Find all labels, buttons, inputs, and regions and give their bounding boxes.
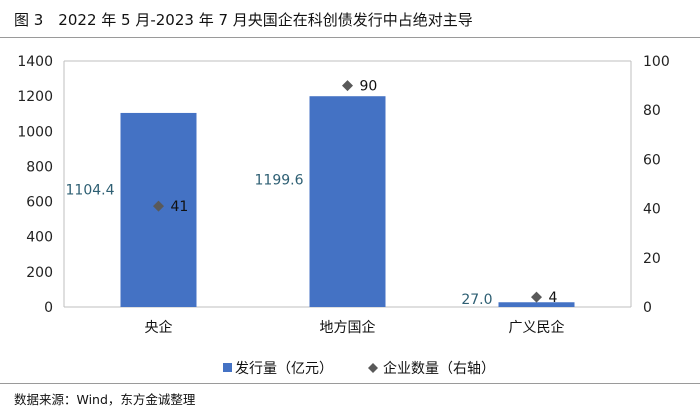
marker-value-label: 4 bbox=[549, 290, 558, 306]
marker-series bbox=[153, 80, 542, 303]
legend-bar-label: 发行量（亿元） bbox=[235, 361, 333, 377]
legend: 发行量（亿元） 企业数量（右轴） bbox=[223, 360, 495, 377]
right-axis: 0 20 40 60 80 100 bbox=[643, 54, 670, 316]
bar-value-labels: 1104.4 1199.6 27.0 bbox=[66, 173, 493, 309]
bar-value-label: 27.0 bbox=[461, 292, 492, 308]
marker-point bbox=[153, 200, 164, 212]
title-rule bbox=[0, 37, 700, 38]
left-axis-tick-label: 1200 bbox=[17, 89, 53, 105]
left-axis-tick-label: 800 bbox=[26, 159, 53, 175]
legend-bar-swatch bbox=[223, 363, 232, 372]
right-axis-tick-label: 20 bbox=[643, 251, 661, 267]
bar-value-label: 1104.4 bbox=[66, 182, 115, 198]
right-axis-tick-label: 100 bbox=[643, 54, 670, 70]
right-axis-tick-label: 0 bbox=[643, 300, 652, 316]
legend-marker-swatch bbox=[368, 363, 378, 373]
marker-point bbox=[531, 291, 542, 303]
source-rule bbox=[0, 383, 700, 384]
right-axis-tick-label: 60 bbox=[643, 152, 661, 168]
marker-value-labels: 41 90 4 bbox=[171, 79, 558, 307]
left-axis-tick-label: 1400 bbox=[17, 54, 53, 70]
marker-point bbox=[342, 80, 353, 92]
category-labels: 央企 地方国企 广义民企 bbox=[145, 319, 565, 336]
left-axis-tick-label: 200 bbox=[26, 265, 53, 281]
left-axis: 0 200 400 600 800 1000 1200 1400 bbox=[17, 54, 53, 316]
left-axis-tick-label: 600 bbox=[26, 195, 53, 211]
marker-value-label: 41 bbox=[171, 199, 189, 215]
bar bbox=[309, 96, 386, 308]
bar-series bbox=[120, 96, 575, 308]
bar bbox=[498, 302, 575, 307]
figure-title: 图 3 2022 年 5 月-2023 年 7 月央国企在科创债发行中占绝对主导 bbox=[14, 11, 473, 29]
category-label: 央企 bbox=[145, 319, 173, 336]
marker-value-label: 90 bbox=[360, 79, 378, 95]
category-label: 地方国企 bbox=[320, 319, 376, 336]
bar-value-label: 1199.6 bbox=[255, 173, 304, 189]
category-label: 广义民企 bbox=[509, 319, 565, 336]
chart: 0 200 400 600 800 1000 1200 1400 0 20 40 60 80 100 1… bbox=[17, 54, 670, 377]
right-axis-tick-label: 80 bbox=[643, 103, 661, 119]
right-axis-tick-label: 40 bbox=[643, 202, 661, 218]
left-axis-tick-label: 1000 bbox=[17, 124, 53, 140]
left-axis-tick-label: 400 bbox=[26, 230, 53, 246]
legend-marker-label: 企业数量（右轴） bbox=[383, 360, 495, 377]
source-note: 数据来源：Wind，东方金诚整理 bbox=[14, 392, 196, 407]
left-axis-tick-label: 0 bbox=[44, 300, 53, 316]
